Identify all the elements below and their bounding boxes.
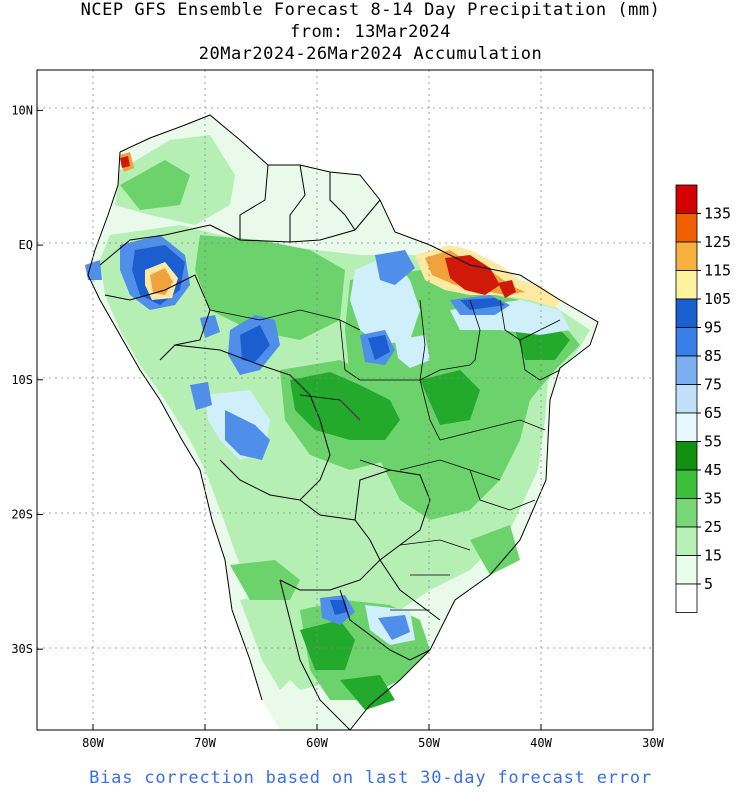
map-frame	[36, 69, 654, 731]
accumulation-period: 20Mar2024-26Mar2024 Accumulation	[198, 44, 543, 64]
colorbar-label: 25	[704, 518, 722, 536]
colorbar-label: 45	[704, 461, 722, 479]
colorbar-label: 85	[704, 347, 722, 365]
gridlines	[37, 70, 653, 730]
colorbar-label: 135	[704, 205, 731, 223]
bias-correction-note: Bias correction based on last 30-day for…	[89, 768, 652, 788]
colorbar-swatch	[675, 184, 698, 214]
political-borders	[87, 114, 599, 730]
lon-label: 50W	[418, 736, 440, 750]
colorbar-label: 35	[704, 490, 722, 508]
lat-label: 30S	[11, 642, 33, 656]
colorbar-label: 55	[704, 433, 722, 451]
lat-label: 10N	[11, 103, 33, 117]
colorbar-swatch	[675, 355, 698, 385]
colorbar-swatch	[675, 526, 698, 556]
lat-label: 20S	[11, 507, 33, 521]
colorbar-swatch	[675, 241, 698, 271]
colorbar-swatch	[675, 270, 698, 300]
colorbar-label: 125	[704, 233, 731, 251]
colorbar-swatch	[675, 498, 698, 528]
colorbar-label: 105	[704, 290, 731, 308]
colorbar-swatch	[675, 213, 698, 243]
colorbar-label: 15	[704, 547, 722, 565]
chart-title: NCEP GFS Ensemble Forecast 8-14 Day Prec…	[80, 0, 661, 20]
map-area	[37, 70, 653, 730]
colorbar-swatch	[675, 298, 698, 328]
colorbar-swatch	[675, 469, 698, 499]
colorbar-swatch	[675, 583, 698, 613]
colorbar-label: 95	[704, 319, 722, 337]
forecast-issue-date: from: 13Mar2024	[289, 22, 452, 42]
lon-label: 70W	[194, 736, 216, 750]
precip-45-55	[290, 320, 570, 710]
colorbar-swatch	[675, 412, 698, 442]
lon-label: 60W	[306, 736, 328, 750]
lon-label: 80W	[82, 736, 104, 750]
lon-label: 40W	[530, 736, 552, 750]
colorbar-label: 115	[704, 262, 731, 280]
state-borders	[209, 299, 561, 611]
colorbar-legend: 135 125 115 105 95 85 75 65 55 45 35 25 15 5	[675, 184, 731, 613]
lat-label: EQ	[19, 238, 33, 252]
longitude-axis: 80W 70W 60W 50W 40W 30W	[82, 724, 665, 750]
colorbar-label: 75	[704, 376, 722, 394]
colorbar-swatch	[675, 555, 698, 585]
colorbar-swatch	[675, 441, 698, 471]
lon-label: 30W	[642, 736, 664, 750]
colorbar-swatch	[675, 327, 698, 357]
latitude-axis: 10N EQ 10S 20S 30S	[11, 103, 43, 656]
colorbar-label: 65	[704, 404, 722, 422]
precip-135-plus	[120, 156, 516, 298]
colorbar-label: 5	[704, 575, 713, 593]
lat-label: 10S	[11, 373, 33, 387]
colorbar-swatch	[675, 384, 698, 414]
